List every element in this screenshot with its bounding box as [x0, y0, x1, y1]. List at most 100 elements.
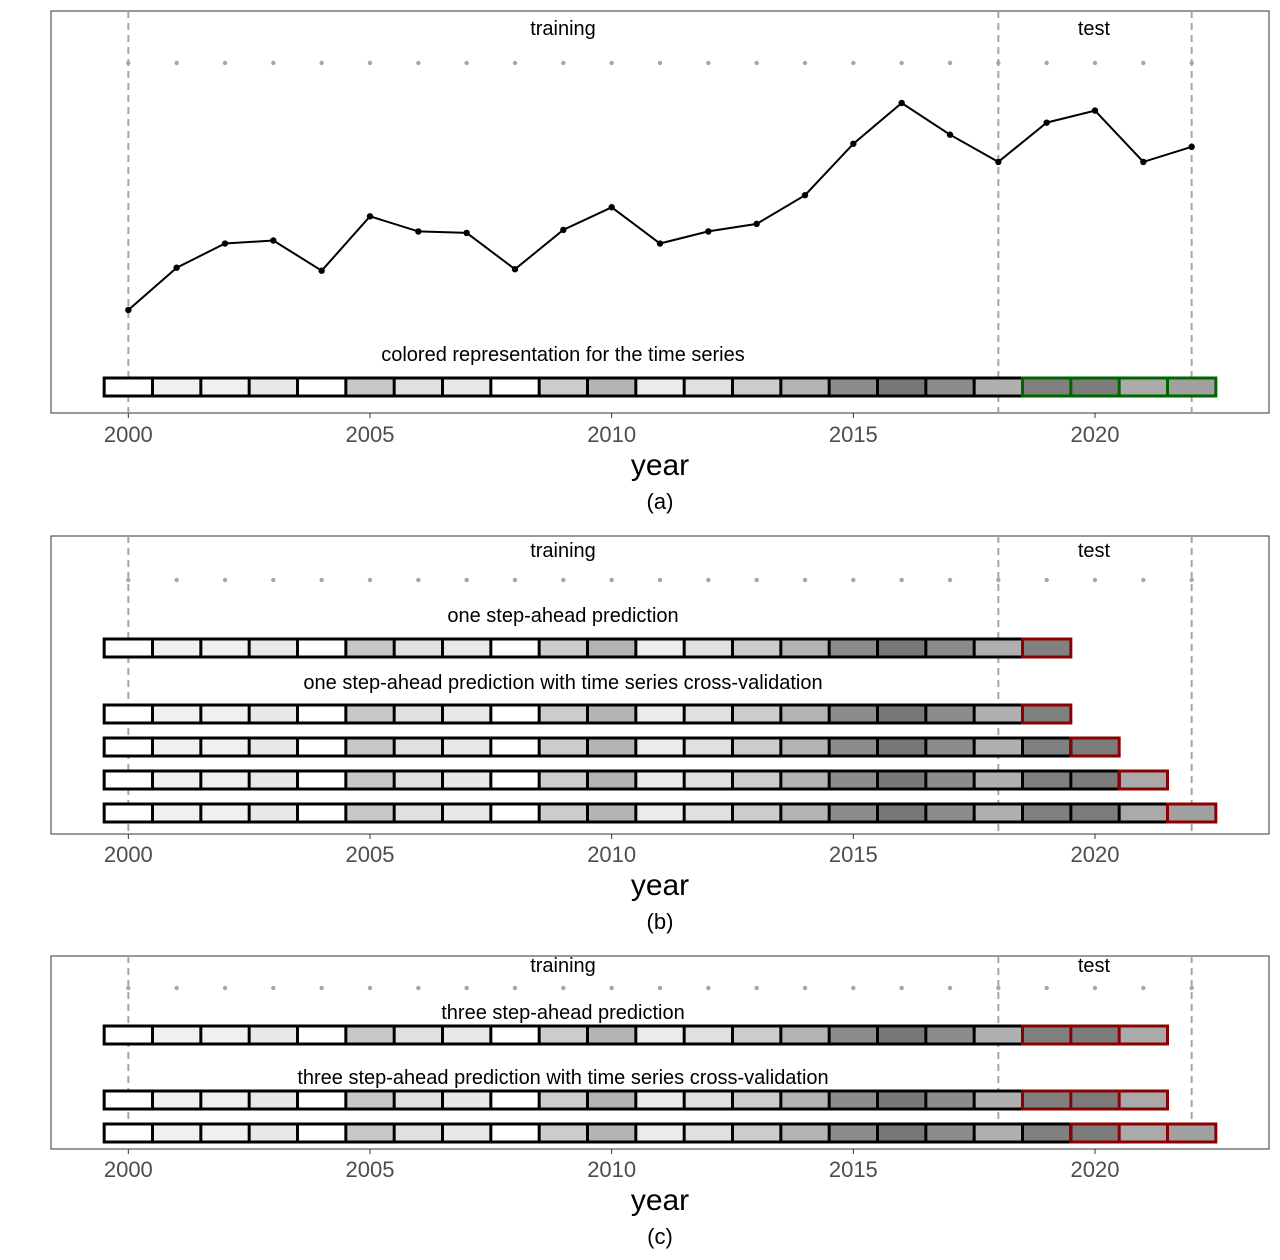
cell-2015 [829, 738, 878, 756]
cell-2008 [490, 1026, 540, 1044]
x-tick-label-2005: 2005 [346, 422, 395, 447]
cell-2002 [200, 705, 250, 723]
row-bars [102, 1024, 1218, 1144]
year-dot-2021 [1141, 985, 1146, 991]
year-dot-2017 [947, 577, 953, 583]
cell-2014 [780, 378, 830, 396]
cell-2003 [249, 804, 298, 822]
cell-2021 [1119, 1026, 1168, 1044]
year-dot-2013 [754, 577, 759, 583]
cell-2020 [1070, 738, 1120, 756]
year-dot-2003 [271, 985, 276, 991]
training-label: training [530, 955, 596, 977]
target-block-outline [1021, 637, 1073, 659]
series-point-2021 [1140, 158, 1147, 166]
cell-2013 [732, 705, 781, 723]
cell-2004 [297, 804, 346, 822]
cell-2003 [249, 1091, 298, 1109]
panel-label: (b) [647, 909, 674, 934]
cell-2005 [345, 639, 395, 657]
cell-2006 [394, 1124, 443, 1142]
cell-2020 [1070, 378, 1120, 396]
cell-2010 [587, 1026, 636, 1044]
year-dot-2002 [222, 60, 228, 66]
cell-2019 [1022, 639, 1071, 657]
year-dot-2009 [561, 577, 566, 583]
cell-2012 [684, 1124, 733, 1142]
cell-2021 [1119, 1091, 1168, 1109]
training-label: training [530, 540, 596, 562]
series-point-2004 [318, 267, 325, 274]
cell-2015 [829, 639, 878, 657]
cell-2017 [925, 1026, 975, 1044]
cell-2019 [1022, 1026, 1071, 1044]
cell-2007 [442, 1124, 491, 1142]
cell-2006 [394, 738, 443, 756]
year-dot-2022 [1189, 577, 1194, 583]
cell-2003 [249, 705, 298, 723]
cell-2006 [394, 804, 443, 822]
cell-2004 [297, 738, 346, 756]
year-dot-2010 [609, 577, 614, 583]
cell-2004 [297, 771, 346, 789]
year-dot-2021 [1141, 577, 1146, 583]
year-dot-2020 [1092, 60, 1098, 66]
cell-2001 [152, 639, 201, 657]
year-dot-2008 [512, 60, 518, 66]
year-dot-2017 [947, 60, 953, 66]
cell-2007 [442, 771, 491, 789]
cell-2002 [200, 1026, 250, 1044]
series-point-2013 [753, 220, 760, 228]
cell-2019 [1022, 1124, 1071, 1142]
cell-2012 [684, 705, 733, 723]
year-dot-2019 [1044, 985, 1049, 991]
cell-2001 [152, 804, 201, 822]
year-dot-2022 [1189, 985, 1194, 991]
split-lines [127, 956, 1193, 1149]
year-dot-2002 [222, 577, 228, 583]
cell-2002 [200, 771, 250, 789]
year-dot-2018 [996, 985, 1001, 991]
cell-2009 [539, 705, 588, 723]
target-block-outline [1166, 802, 1218, 824]
year-dot-2017 [947, 985, 953, 991]
cell-2009 [539, 639, 588, 657]
cell-2004 [297, 1091, 346, 1109]
cell-2004 [297, 1124, 346, 1142]
series-point-2002 [221, 240, 229, 247]
cell-2001 [152, 1124, 201, 1142]
cell-2015 [829, 1026, 878, 1044]
cell-2007 [442, 1026, 491, 1044]
year-dot-2014 [802, 577, 808, 583]
cell-2019 [1022, 738, 1071, 756]
cell-2016 [877, 1026, 926, 1044]
cell-2012 [684, 771, 733, 789]
year-dot-2019 [1044, 60, 1049, 66]
year-dot-2013 [754, 985, 759, 991]
cell-2019 [1022, 804, 1071, 822]
year-dot-2001 [174, 60, 179, 66]
series-point-2017 [946, 131, 954, 138]
cell-2014 [780, 1026, 830, 1044]
cell-2007 [442, 378, 491, 396]
cell-2013 [732, 1026, 781, 1044]
cell-2020 [1070, 1091, 1120, 1109]
cell-2000 [104, 738, 153, 756]
year-dot-2021 [1141, 60, 1146, 66]
cell-2001 [152, 771, 201, 789]
panel-border [50, 955, 1270, 1150]
cell-2011 [635, 771, 685, 789]
x-tick-label-2000: 2000 [104, 842, 153, 867]
cell-2018 [974, 1026, 1023, 1044]
year-dot-2007 [464, 985, 469, 991]
cell-2014 [780, 771, 830, 789]
year-dot-2005 [367, 577, 373, 583]
cell-2017 [925, 378, 975, 396]
cell-2008 [490, 1091, 540, 1109]
cell-2011 [635, 705, 685, 723]
year-dot-2015 [851, 577, 856, 583]
year-dot-2009 [561, 985, 566, 991]
cell-2016 [877, 1124, 926, 1142]
cell-2003 [249, 738, 298, 756]
year-dot-2010 [609, 60, 614, 66]
